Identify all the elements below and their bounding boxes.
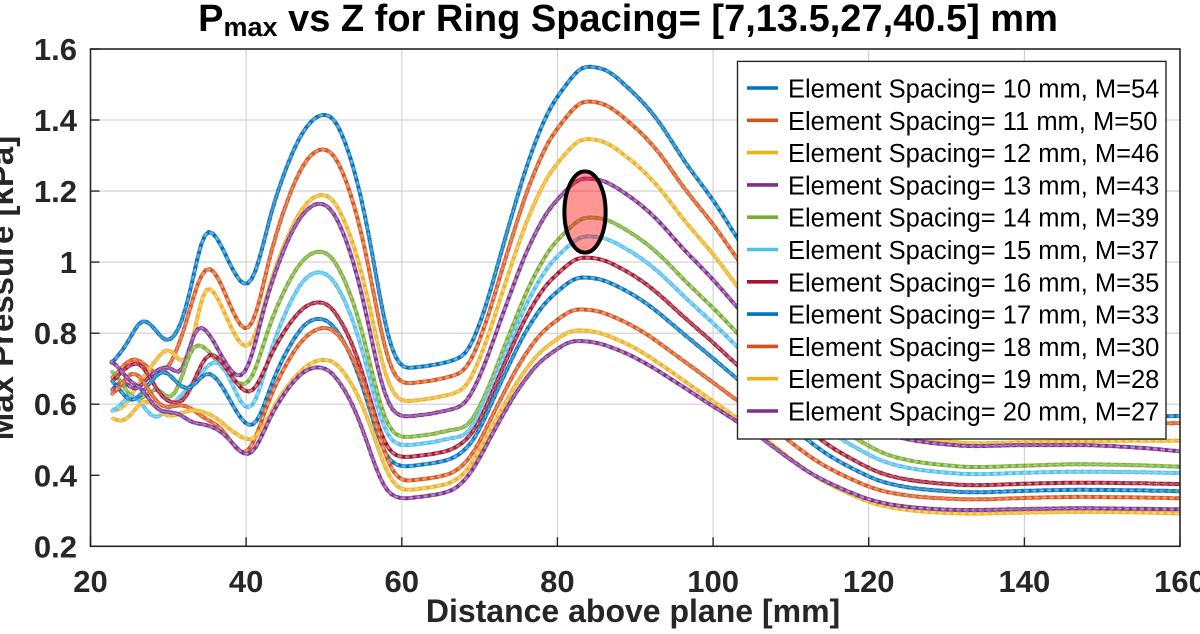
svg-text:1.6: 1.6: [34, 32, 77, 67]
svg-text:140: 140: [999, 564, 1051, 599]
svg-text:1.4: 1.4: [34, 103, 78, 138]
svg-text:20: 20: [73, 564, 107, 599]
svg-text:Element Spacing= 17 mm, M=33: Element Spacing= 17 mm, M=33: [788, 302, 1159, 330]
svg-text:0.8: 0.8: [34, 316, 77, 351]
svg-text:120: 120: [843, 564, 895, 599]
svg-text:Element Spacing= 20 mm, M=27: Element Spacing= 20 mm, M=27: [788, 399, 1159, 427]
svg-text:80: 80: [540, 564, 574, 599]
svg-text:Element Spacing= 16 mm, M=35: Element Spacing= 16 mm, M=35: [788, 269, 1159, 297]
svg-text:Max Pressure [kPa]: Max Pressure [kPa]: [0, 136, 20, 441]
svg-text:1.2: 1.2: [34, 174, 77, 209]
svg-text:0.4: 0.4: [34, 458, 78, 493]
svg-text:160: 160: [1154, 564, 1200, 599]
svg-text:Element Spacing= 12 mm, M=46: Element Spacing= 12 mm, M=46: [788, 140, 1159, 168]
svg-text:100: 100: [687, 564, 739, 599]
svg-text:Element Spacing= 14 mm, M=39: Element Spacing= 14 mm, M=39: [788, 205, 1159, 233]
svg-text:60: 60: [385, 564, 419, 599]
svg-text:Element Spacing= 13 mm, M=43: Element Spacing= 13 mm, M=43: [788, 172, 1159, 200]
svg-text:Element Spacing= 15 mm, M=37: Element Spacing= 15 mm, M=37: [788, 237, 1159, 265]
svg-text:Distance above plane [mm]: Distance above plane [mm]: [426, 593, 840, 629]
svg-text:Element Spacing= 11 mm, M=50: Element Spacing= 11 mm, M=50: [788, 108, 1157, 136]
svg-text:Pmax vs Z for Ring Spacing= [7: Pmax vs Z for Ring Spacing= [7,13.5,27,4…: [198, 0, 1058, 42]
svg-text:0.6: 0.6: [34, 387, 77, 422]
svg-text:Element Spacing= 19 mm, M=28: Element Spacing= 19 mm, M=28: [788, 366, 1159, 394]
svg-text:Element Spacing= 18 mm, M=30: Element Spacing= 18 mm, M=30: [788, 334, 1159, 362]
svg-text:0.2: 0.2: [34, 529, 77, 564]
svg-text:Element Spacing= 10 mm, M=54: Element Spacing= 10 mm, M=54: [788, 76, 1159, 104]
svg-text:1: 1: [60, 245, 77, 280]
svg-text:40: 40: [229, 564, 263, 599]
